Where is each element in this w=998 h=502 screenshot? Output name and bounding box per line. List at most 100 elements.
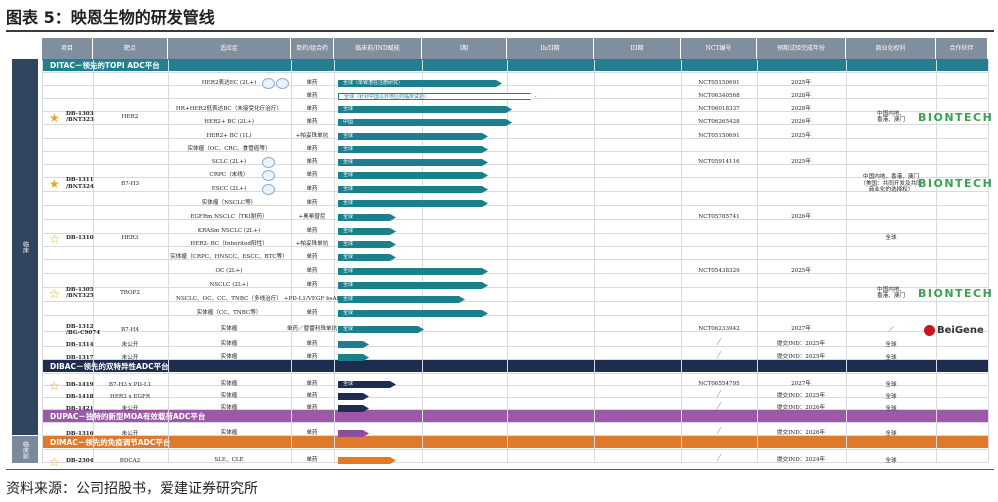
source-rule xyxy=(6,469,994,470)
pipeline-bar: 全球 xyxy=(338,172,488,179)
bar-label: 全球 xyxy=(343,214,354,220)
pipeline-bar: 全球 xyxy=(338,159,488,166)
grid-line xyxy=(42,124,988,125)
indication-label: 实体瘤（CC、TNBC等） xyxy=(196,310,262,316)
pipeline-bar: 全球 xyxy=(338,310,488,317)
pipeline-bar: 全球 xyxy=(338,268,488,275)
mode-label: 单药 xyxy=(306,93,318,99)
grid-line xyxy=(42,385,988,386)
nct-slash: ⁄ xyxy=(718,427,720,437)
mode-label: 单药 xyxy=(306,186,318,192)
section-header: DUPAC－独特的新型MOA有效载荷ADC平台 xyxy=(42,410,988,422)
pipeline-bar: 中国 xyxy=(338,119,512,126)
header-cell: 靶点 xyxy=(93,38,168,60)
rights-label: 全球 xyxy=(885,394,897,401)
biontech-logo: BIONTECH xyxy=(918,177,994,190)
mode-label: +PD-L1/VEGF bsAb xyxy=(283,296,341,302)
completion-year: 2027年 xyxy=(791,381,811,387)
header-cell: III期 xyxy=(594,38,681,60)
target-label: 未公开 xyxy=(121,342,139,348)
rights-label: 全球 xyxy=(885,431,897,438)
nct-number: NCT06233942 xyxy=(698,326,740,332)
completion-year: 提交IND：2024年 xyxy=(776,457,826,463)
section-header: DIBAC－领先的双特异性ADC平台 xyxy=(42,360,988,372)
nct-slash: ⁄ xyxy=(718,351,720,361)
grid-line xyxy=(936,60,937,462)
mode-label: 单药 xyxy=(306,282,318,288)
grid-line xyxy=(42,449,988,450)
indication-tag-icon xyxy=(262,78,275,89)
target-label: 未公开 xyxy=(121,406,139,412)
indication-label: SLE、CLE xyxy=(214,457,244,463)
indication-tag-icon xyxy=(262,184,275,195)
grid-line xyxy=(334,60,335,462)
beigene-logo: BeiGene xyxy=(937,324,984,336)
indication-label: HER2- BC（Inherited阳性） xyxy=(190,241,268,247)
grid-line xyxy=(42,273,988,274)
grid-line xyxy=(42,409,988,410)
completion-year: 2028年 xyxy=(791,93,811,99)
grid-line xyxy=(42,233,988,234)
mode-label: 单药 xyxy=(306,393,318,399)
bar-label: 全球 xyxy=(343,241,354,247)
mode-label: 单药 xyxy=(306,354,318,360)
grid-line xyxy=(681,60,682,462)
page-title: 图表 5：映恩生物的研发管线 xyxy=(6,8,215,27)
completion-year: 提交IND：2025年 xyxy=(776,341,826,347)
rights-label: 中国内地、香港、澳门 （美国：共同开发及共同 商业化的选择权） xyxy=(860,173,922,194)
bar-label: 全球（单臂潜在注册研究） xyxy=(343,80,404,86)
completion-year: 2027年 xyxy=(791,326,811,332)
rights-label: 全球 xyxy=(885,382,897,389)
grid-line xyxy=(42,301,988,302)
pipeline-bar: 全球 xyxy=(338,133,488,140)
mode-label: 单药 xyxy=(306,268,318,274)
grid-line xyxy=(42,85,988,86)
indication-label: SCLC (2L+) xyxy=(211,159,247,165)
nct-number: NCT05438329 xyxy=(698,268,740,274)
pipeline-bar: 全球 xyxy=(338,326,424,333)
mode-label: 单药 xyxy=(306,119,318,125)
nct-number: NCT05150691 xyxy=(698,133,740,139)
mode-label: 单药 xyxy=(306,254,318,260)
bar-label: 全球 xyxy=(343,133,354,139)
pipeline-bar: 全球 xyxy=(338,186,488,193)
project-name: DB-1311 /BNT324 xyxy=(66,177,94,190)
target-label: HER3 xyxy=(121,235,139,241)
nct-number: NCT06340568 xyxy=(698,93,740,99)
star-icon: ☆ xyxy=(49,231,60,246)
star-icon: ☆ xyxy=(49,454,60,469)
indication-label: 实体瘤（NSCLC等） xyxy=(201,200,257,206)
biontech-logo: BIONTECH xyxy=(918,286,994,300)
completion-year: 2025年 xyxy=(791,133,811,139)
indication-tag-icon xyxy=(262,170,275,181)
title-rule xyxy=(6,30,994,32)
mode-label: 单药 xyxy=(306,430,318,436)
completion-year: 2026年 xyxy=(791,119,811,125)
mode-label: 单药 xyxy=(306,341,318,347)
grid-line xyxy=(93,60,94,462)
completion-year: 2025年 xyxy=(791,80,811,86)
project-name: DB-1310 xyxy=(66,235,94,242)
indication-label: OC (2L+) xyxy=(215,268,243,274)
rights-label: 全球 xyxy=(885,342,897,349)
grid-line xyxy=(42,111,988,112)
indication-tag-icon xyxy=(262,157,275,168)
grid-line xyxy=(42,219,988,220)
side-label: 临床 xyxy=(12,59,38,435)
bar-label: 全球 xyxy=(343,146,354,152)
grid-line xyxy=(42,72,988,73)
biontech-logo: BIONTECH xyxy=(918,110,994,124)
star-icon: ☆ xyxy=(49,378,60,393)
indication-label: 实体瘤 xyxy=(220,341,238,347)
bar-label: 全球 xyxy=(343,381,354,387)
mode-label: 单药 xyxy=(306,159,318,165)
mode-label: 单药 xyxy=(306,405,318,411)
pipeline-bar: 全球 xyxy=(338,228,396,235)
mode-label: 单药 xyxy=(306,172,318,178)
nct-number: NCT06554795 xyxy=(698,381,740,387)
mode-label: 单药／替雷利珠单抗 xyxy=(286,326,338,332)
grid-line xyxy=(168,60,169,462)
project-name: DB-1303 /BNT323 xyxy=(66,110,94,124)
project-name: DB-1419 xyxy=(66,382,94,389)
header-cell: 临床前/IND赋能 xyxy=(334,38,422,60)
